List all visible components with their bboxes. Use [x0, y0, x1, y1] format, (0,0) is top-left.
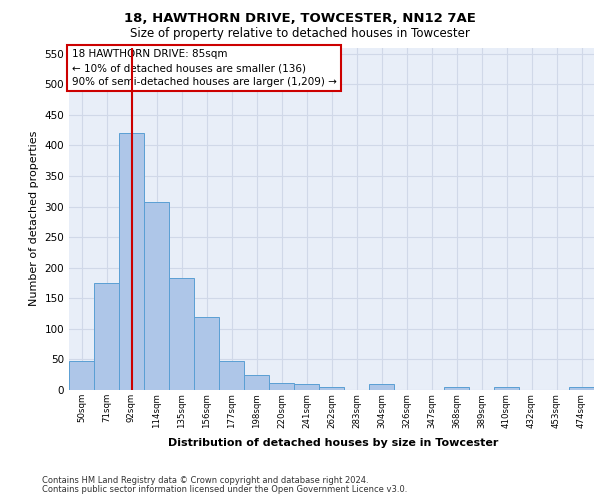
Bar	[69, 362, 94, 390]
Bar	[219, 362, 244, 390]
Bar	[119, 133, 144, 390]
Bar	[169, 278, 194, 390]
Bar	[494, 387, 519, 390]
Bar	[144, 202, 169, 390]
Bar	[444, 387, 469, 390]
Text: Contains public sector information licensed under the Open Government Licence v3: Contains public sector information licen…	[42, 485, 407, 494]
Bar	[244, 374, 269, 390]
Bar	[319, 387, 344, 390]
Bar	[369, 384, 394, 390]
Text: 18, HAWTHORN DRIVE, TOWCESTER, NN12 7AE: 18, HAWTHORN DRIVE, TOWCESTER, NN12 7AE	[124, 12, 476, 26]
Bar	[269, 382, 294, 390]
Bar	[569, 387, 594, 390]
Bar	[294, 384, 319, 390]
Bar	[94, 283, 119, 390]
Bar	[194, 316, 219, 390]
Text: 18 HAWTHORN DRIVE: 85sqm
← 10% of detached houses are smaller (136)
90% of semi-: 18 HAWTHORN DRIVE: 85sqm ← 10% of detach…	[71, 49, 337, 87]
Text: Distribution of detached houses by size in Towcester: Distribution of detached houses by size …	[168, 438, 498, 448]
Y-axis label: Number of detached properties: Number of detached properties	[29, 131, 39, 306]
Text: Contains HM Land Registry data © Crown copyright and database right 2024.: Contains HM Land Registry data © Crown c…	[42, 476, 368, 485]
Text: Size of property relative to detached houses in Towcester: Size of property relative to detached ho…	[130, 28, 470, 40]
